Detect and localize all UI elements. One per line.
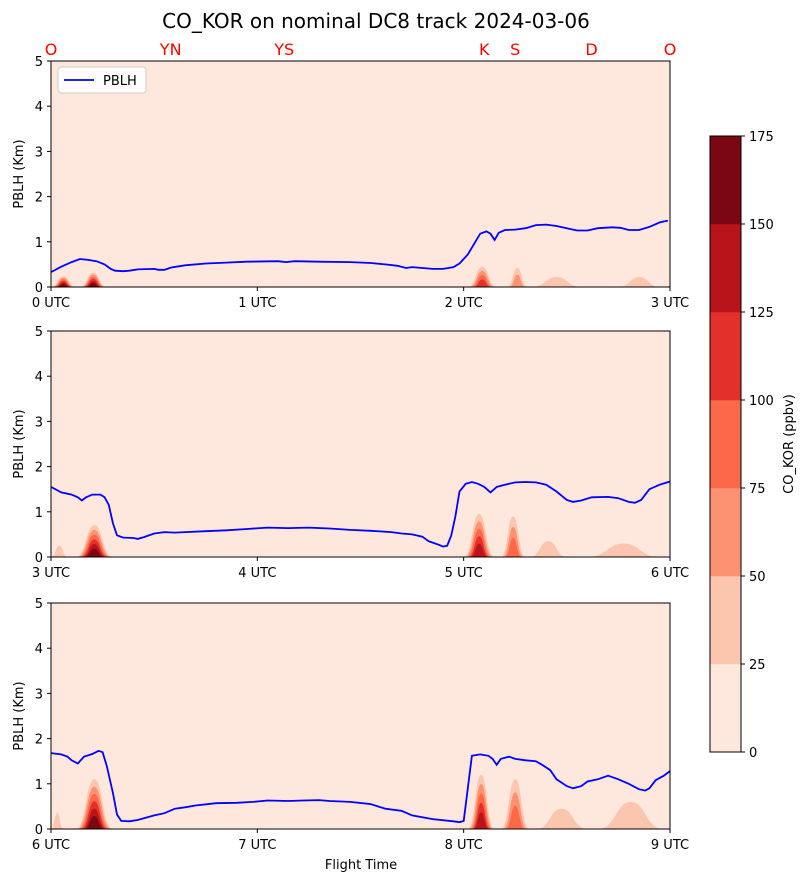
colorbar-band [710,664,741,753]
co-contours [51,514,660,557]
co-background [51,331,670,557]
y-tick-label: 3 [35,415,43,430]
colorbar-band [710,488,741,577]
y-tick-label: 3 [35,145,43,160]
x-tick-label: 4 UTC [238,566,276,581]
co-contour-band [509,274,526,287]
x-tick-label: 9 UTC [651,838,689,853]
y-tick-label: 4 [35,642,43,657]
legend-entry: PBLH [103,74,137,89]
colorbar-tick-label: 150 [749,218,774,233]
panel-3: 0 1 2 3 4 5 PBLH (Km) 6 UTC 7 UTC 8 UTC 9 UTC [12,597,689,853]
pblh-line [51,480,670,548]
colorbar-tick-label: 175 [749,130,774,145]
co-contours [51,774,664,829]
co-background [51,603,670,829]
co-contour-band [86,283,101,287]
x-tick-label: 8 UTC [445,838,483,853]
y-axis-label: PBLH (Km) [12,681,27,750]
x-tick-label: 5 UTC [445,566,483,581]
co-contour-band [531,277,582,287]
co-contour-band [529,541,567,557]
y-tick-label: 5 [35,325,43,340]
y-tick-label: 3 [35,687,43,702]
site-label: O [664,40,677,59]
co-contour-band [84,815,105,829]
y-tick-label: 0 [35,823,43,838]
colorbar-tick-label: 0 [749,746,757,761]
x-tick-label: 3 UTC [651,296,689,311]
co-contours [51,266,660,287]
x-tick-label: 1 UTC [238,296,276,311]
panel-2: 0 1 2 3 4 5 PBLH (Km) 3 UTC 4 UTC 5 UTC 6 UTC [12,325,689,581]
y-tick-label: 5 [35,597,43,612]
chart-title: CO_KOR on nominal DC8 track 2024-03-06 [162,9,590,33]
colorbar-tick-label: 75 [749,482,766,497]
pblh-line [51,219,669,273]
x-tick-label: 3 UTC [32,566,70,581]
co-contour-band [84,548,105,557]
co-background [51,61,670,287]
colorbar-band [710,312,741,401]
panels: 0 1 2 3 4 5 PBLH (Km) 0 UTC 1 UTC 2 UTC 3 UTC O YN YS… [12,40,689,853]
colorbar-band [710,576,741,665]
colorbar-tick-label: 50 [749,570,766,585]
site-label: O [45,40,58,59]
legend: PBLH [57,66,147,94]
x-tick-label: 6 UTC [651,566,689,581]
co-contour-band [587,543,660,557]
co-contour-band [51,813,64,829]
axes-frame [50,602,671,830]
co-contour-band [618,277,660,287]
y-tick-label: 0 [35,551,43,566]
axes-frame [50,60,671,288]
colorbar-tick-label: 100 [749,394,774,409]
y-tick-label: 1 [35,236,43,251]
colorbar: 0 25 50 75 100 125 150 175 CO_KOR (ppbv) [709,130,797,761]
co-contour-band [597,801,664,829]
site-label: K [479,40,490,59]
co-contour-band [505,537,522,557]
site-label: S [510,40,520,59]
legend-box [57,66,147,94]
x-tick-label: 7 UTC [238,838,276,853]
y-tick-label: 5 [35,55,43,70]
colorbar-tick-label: 25 [749,658,766,673]
x-tick-label: 6 UTC [32,838,70,853]
x-tick-label: 0 UTC [32,296,70,311]
y-tick-label: 1 [35,778,43,793]
y-tick-label: 4 [35,370,43,385]
axes-frame [50,330,671,558]
x-axis-label: Flight Time [325,858,397,873]
co-contour-band [535,808,588,829]
colorbar-band [710,224,741,313]
y-tick-label: 2 [35,733,43,748]
y-tick-label: 2 [35,191,43,206]
colorbar-band [710,136,741,225]
y-tick-label: 1 [35,506,43,521]
x-tick-label: 2 UTC [445,296,483,311]
colorbar-label: CO_KOR (ppbv) [782,394,797,494]
y-tick-label: 4 [35,100,43,115]
co-contour-band [56,284,70,287]
colorbar-band [710,400,741,489]
panel-1: 0 1 2 3 4 5 PBLH (Km) 0 UTC 1 UTC 2 UTC 3 UTC O YN YS… [12,40,689,311]
co-contour-band [470,543,488,557]
site-label: D [585,40,597,59]
co-contour-band [473,279,491,287]
colorbar-frame [709,135,742,753]
colorbar-tick-label: 125 [749,306,774,321]
y-tick-label: 0 [35,281,43,296]
site-label: YN [159,40,182,59]
y-axis-label: PBLH (Km) [12,409,27,478]
co-contour-band [505,805,525,829]
co-contour-band [51,545,68,557]
y-axis-label: PBLH (Km) [12,139,27,208]
y-tick-label: 2 [35,461,43,476]
site-label: YS [273,40,294,59]
co-contour-band [473,812,489,829]
pblh-line [51,749,670,824]
